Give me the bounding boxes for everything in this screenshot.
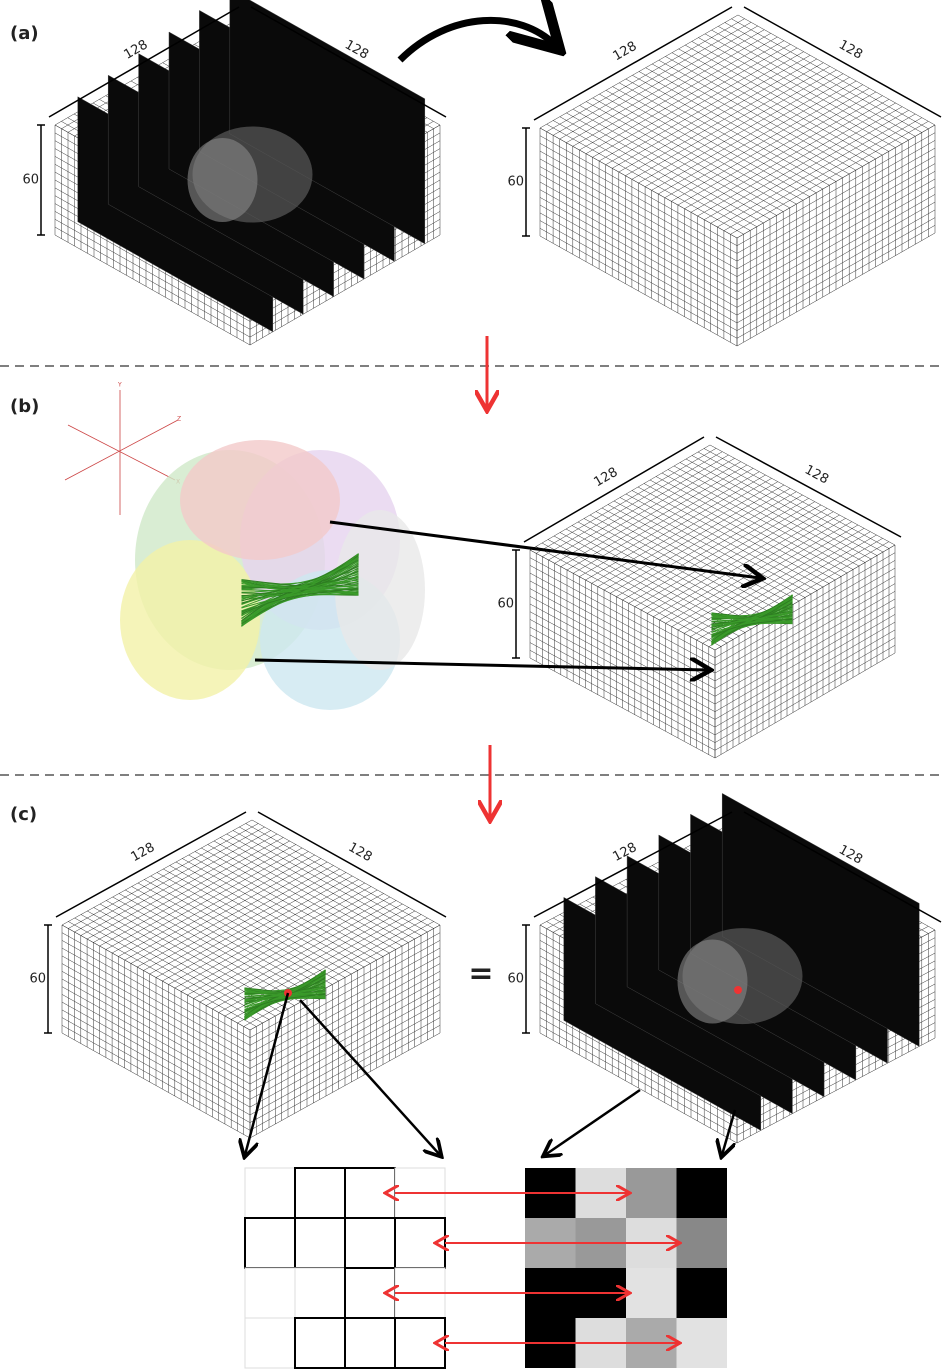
panel-label: (a) bbox=[10, 23, 39, 44]
voxel-cell bbox=[345, 1318, 395, 1368]
zoom-arrow bbox=[545, 1090, 640, 1155]
intensity-cell bbox=[677, 1318, 728, 1368]
seed-point bbox=[734, 986, 742, 994]
panel-label: (b) bbox=[10, 396, 39, 417]
voxel-cell bbox=[245, 1268, 295, 1318]
voxel-cell bbox=[295, 1168, 345, 1218]
intensity-cell bbox=[677, 1268, 728, 1318]
dimension-label: 60 bbox=[497, 597, 514, 612]
dimension-label: 128 bbox=[129, 840, 158, 865]
voxel-cell bbox=[295, 1218, 345, 1268]
voxel-cell bbox=[395, 1318, 445, 1368]
intensity-cell bbox=[677, 1218, 728, 1268]
dimension-label: 60 bbox=[507, 175, 524, 190]
tractography-region bbox=[120, 540, 260, 700]
equals-sign: = bbox=[468, 957, 493, 992]
intensity-cell bbox=[626, 1268, 677, 1318]
voxel-cell bbox=[245, 1218, 295, 1268]
voxel-cell bbox=[345, 1218, 395, 1268]
voxel-cell bbox=[245, 1318, 295, 1368]
dimension-label: 60 bbox=[507, 972, 524, 987]
voxel-cell bbox=[295, 1268, 345, 1318]
axis-label: Z bbox=[177, 416, 181, 423]
figure: (a) (b) (c) Y Z X = 12812860128128601281… bbox=[0, 0, 945, 1369]
tractography-region bbox=[180, 440, 340, 560]
voxel-cell bbox=[295, 1318, 345, 1368]
curved-arrow bbox=[400, 20, 555, 60]
dimension-label: 128 bbox=[802, 462, 831, 487]
panel-label: (c) bbox=[10, 804, 37, 825]
dimension-label: 60 bbox=[29, 972, 46, 987]
dimension-label: 128 bbox=[591, 465, 620, 490]
brain-slice bbox=[188, 138, 258, 222]
voxel-box bbox=[62, 820, 440, 1138]
dimension-label: 60 bbox=[22, 173, 39, 188]
axis-label: Y bbox=[117, 382, 122, 389]
voxel-cell bbox=[345, 1168, 395, 1218]
dimension-label: 128 bbox=[346, 840, 375, 865]
intensity-cell bbox=[677, 1168, 728, 1218]
voxel-cell bbox=[245, 1168, 295, 1218]
voxel-cell bbox=[345, 1268, 395, 1318]
dimension-label: 128 bbox=[836, 37, 865, 62]
brain-slice bbox=[678, 940, 748, 1024]
dimension-label: 128 bbox=[611, 39, 640, 64]
intensity-cell bbox=[626, 1168, 677, 1218]
voxel-cell bbox=[395, 1218, 445, 1268]
